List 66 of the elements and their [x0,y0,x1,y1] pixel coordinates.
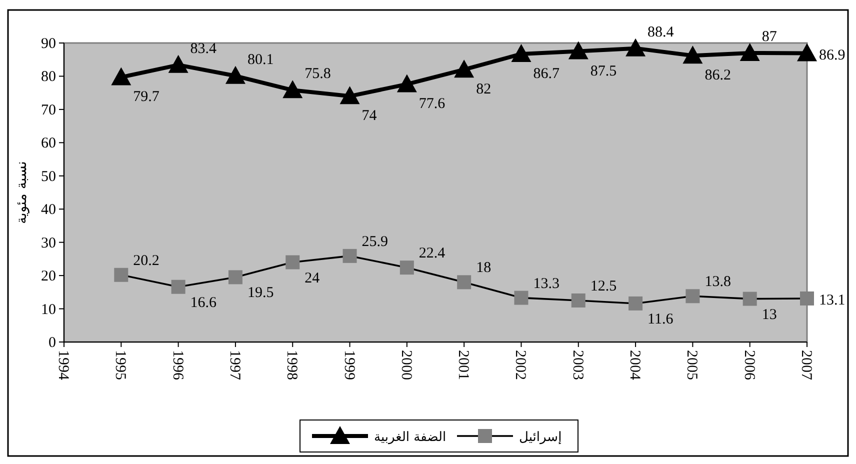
y-tick-label: 50 [41,168,56,185]
x-tick-label: 1998 [284,350,300,380]
point [454,60,474,78]
x-tick-label: 2007 [798,350,814,380]
data-label: 87 [762,28,778,45]
data-label: 13 [762,306,777,323]
data-label: 87.5 [590,63,617,80]
x-tick-label: 2005 [684,350,700,380]
x-tick-label: 1996 [169,350,186,380]
data-label: 79.7 [133,89,160,106]
point [682,46,703,64]
x-tick-label: 2002 [512,350,528,380]
legend-label: إسرائيل [519,430,562,445]
data-label: 88.4 [648,24,674,40]
y-tick-label: 0 [48,335,56,351]
data-label: 12.5 [590,278,617,294]
data-label: 75.8 [304,66,331,82]
data-label: 24 [304,270,320,286]
point [626,38,646,56]
point [797,43,817,62]
y-tick-label: 80 [41,69,56,86]
x-tick-label: 1999 [340,350,357,380]
point [111,67,132,86]
data-label: 13.8 [704,274,731,290]
y-tick-label: 40 [41,202,56,218]
y-axis-title: نسبة مئوية [14,161,30,224]
data-label: 11.6 [648,311,674,328]
point [282,80,303,98]
point [168,54,188,73]
point [568,41,588,60]
y-tick-label: 20 [41,268,56,285]
point [396,74,417,92]
data-label: 16.6 [190,294,218,311]
data-label: 13.3 [533,276,560,292]
x-tick-label: 1997 [226,350,242,380]
y-tick-label: 70 [41,102,56,118]
data-label: 83.4 [190,40,218,57]
data-label: 86.9 [819,47,846,64]
data-label: 74 [362,108,378,124]
x-tick-label: 2001 [455,350,472,380]
data-label: 82 [476,82,492,98]
data-label: 80.1 [247,52,274,68]
x-tick-label: 2000 [398,350,414,380]
data-label: 20.2 [133,252,160,269]
x-tick-label: 1995 [112,350,128,380]
data-label: 25.9 [362,234,388,250]
x-tick-label: 1994 [55,350,71,380]
data-label: 13.1 [819,292,846,308]
point [225,66,246,84]
y-tick-label: 90 [41,36,56,52]
data-label: 22.4 [418,246,446,262]
y-tick-label: 30 [41,235,56,252]
data-label: 18 [476,260,492,276]
legend-label: الضفة الغربية [374,430,446,445]
y-tick-label: 10 [41,302,56,318]
point [511,44,532,62]
data-label: 77.6 [418,96,446,112]
data-label: 86.2 [704,68,731,84]
point [340,86,360,104]
x-tick-label: 2004 [626,350,643,380]
x-tick-label: 2003 [569,350,586,380]
x-tick-label: 2006 [740,350,757,380]
point [740,42,760,61]
data-label: 86.7 [533,66,560,82]
data-label: 19.5 [247,285,274,302]
y-tick-label: 60 [41,136,56,152]
